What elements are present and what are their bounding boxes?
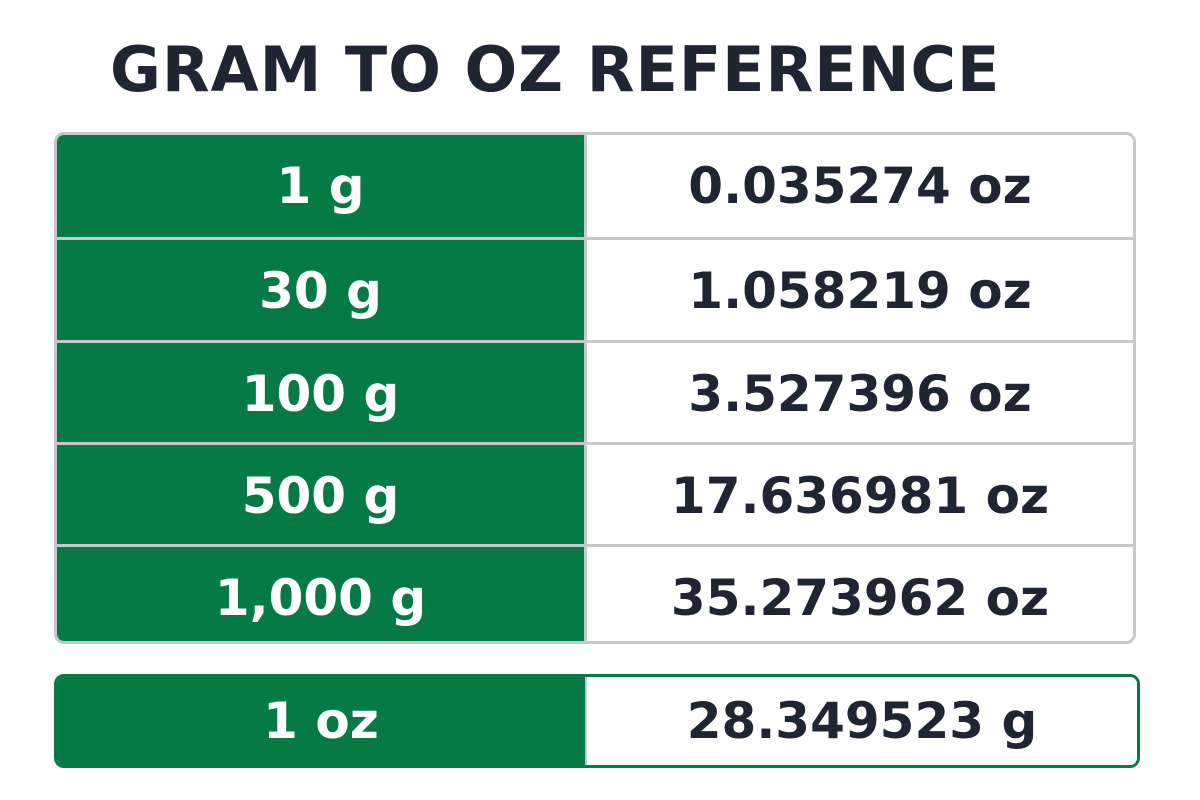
- ounces-cell: 1.058219 oz: [587, 240, 1133, 342]
- row-divider: [57, 544, 1133, 547]
- table-row: 1,000 g 35.273962 oz: [57, 547, 1133, 641]
- grams-cell: 30 g: [57, 240, 587, 342]
- table-row: 500 g 17.636981 oz: [57, 445, 1133, 547]
- grams-cell: 500 g: [57, 445, 587, 547]
- conversion-table: 1 g 0.035274 oz 30 g 1.058219 oz 100 g 3…: [54, 132, 1136, 644]
- table-row: 1 g 0.035274 oz: [57, 135, 1133, 237]
- ounce-cell: 1 oz: [57, 677, 587, 765]
- gram-equivalent-cell: 28.349523 g: [587, 677, 1137, 765]
- ounces-cell: 35.273962 oz: [587, 547, 1133, 641]
- ounces-cell: 0.035274 oz: [587, 135, 1133, 237]
- row-divider: [57, 340, 1133, 343]
- table-row: 30 g 1.058219 oz: [57, 240, 1133, 342]
- grams-cell: 100 g: [57, 343, 587, 445]
- ounces-cell: 17.636981 oz: [587, 445, 1133, 547]
- grams-cell: 1 g: [57, 135, 587, 237]
- ounces-cell: 3.527396 oz: [587, 343, 1133, 445]
- table-row: 100 g 3.527396 oz: [57, 343, 1133, 445]
- row-divider: [57, 442, 1133, 445]
- page-title: GRAM TO OZ REFERENCE: [110, 33, 1001, 106]
- row-divider: [57, 237, 1133, 240]
- grams-cell: 1,000 g: [57, 547, 587, 641]
- reverse-conversion-row: 1 oz 28.349523 g: [54, 674, 1140, 768]
